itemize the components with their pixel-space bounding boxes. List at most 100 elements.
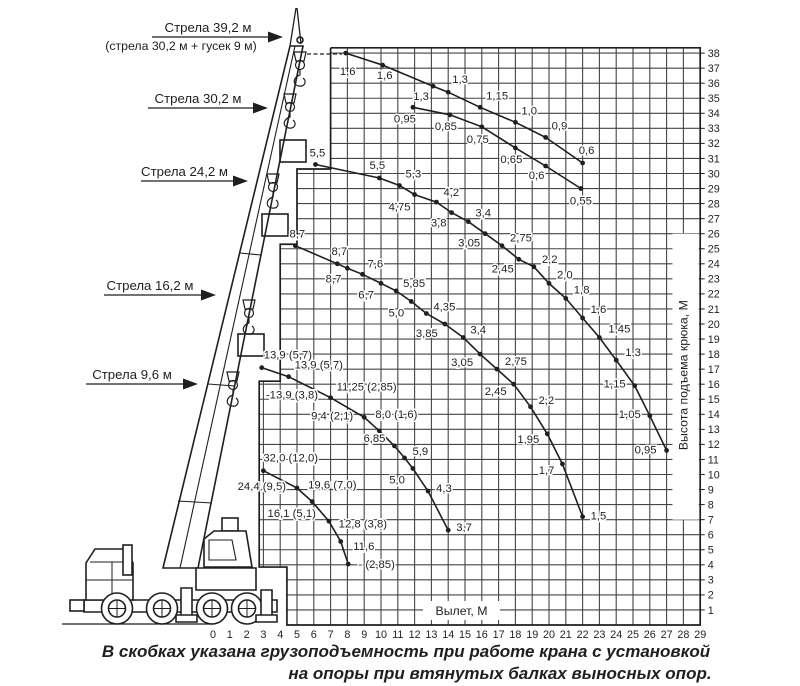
point-capacity-label: 0,6 <box>579 145 595 157</box>
data-point <box>442 321 448 327</box>
x-tick-label: 12 <box>409 629 421 641</box>
data-point <box>326 518 332 524</box>
data-point <box>412 192 417 197</box>
caption-line-1: В скобках указана грузоподъемность при р… <box>102 642 711 661</box>
y-tick-label: 30 <box>708 168 720 180</box>
data-point <box>430 83 436 89</box>
data-point <box>531 264 537 270</box>
y-tick-label: 22 <box>708 289 720 301</box>
x-tick-label: 11 <box>392 629 403 641</box>
point-capacity-label: 1,3 <box>625 347 641 359</box>
data-point <box>361 414 367 420</box>
hook-24m-icon <box>266 173 280 209</box>
data-point <box>313 162 318 167</box>
y-tick-label: 38 <box>708 48 720 60</box>
annotation-label: -13,9 (3,8) <box>266 389 318 401</box>
point-capacity-label: 8,0 (1,6) <box>375 409 417 421</box>
data-point <box>447 112 453 118</box>
data-point <box>434 199 439 205</box>
point-capacity-label: 3,4 <box>475 208 491 220</box>
data-point <box>410 104 416 110</box>
data-point <box>560 461 565 467</box>
data-point <box>397 183 402 188</box>
series-1: 0,95 0,85 0,75 0,65 0,6 0,55 <box>392 104 593 209</box>
point-capacity-label: 0,95 <box>635 444 657 456</box>
data-point <box>425 488 431 494</box>
data-point <box>345 265 350 271</box>
x-tick-label: 19 <box>526 629 538 641</box>
hook-30m-icon <box>283 93 297 129</box>
x-tick-label: 5 <box>294 629 300 641</box>
x-tick-label: 29 <box>694 629 706 641</box>
point-capacity-label: 4,3 <box>436 483 452 495</box>
curve-line <box>412 106 582 190</box>
truck-wheel <box>145 592 179 625</box>
data-point <box>578 186 584 191</box>
y-tick-label: 37 <box>708 63 720 75</box>
point-capacity-label: 8,7 <box>326 273 342 285</box>
y-tick-label: 33 <box>708 123 720 135</box>
y-tick-label: 2 <box>708 590 714 602</box>
boom-length-label: Стрела 16,2 м <box>107 278 194 293</box>
y-tick-label: 15 <box>708 394 720 406</box>
data-point <box>378 280 384 286</box>
point-capacity-label: 1,15 <box>486 90 508 102</box>
x-tick-label: 17 <box>493 629 505 641</box>
y-tick-label: 5 <box>708 545 714 557</box>
curve-line <box>263 469 349 565</box>
data-point <box>597 335 602 340</box>
point-capacity-label: 3,05 <box>451 357 473 369</box>
x-tick-label: 20 <box>543 629 555 641</box>
boom-length-sublabel: (стрела 30,2 м + гусек 9 м) <box>105 39 256 53</box>
data-point <box>393 288 399 294</box>
x-tick-label: 28 <box>677 629 689 641</box>
data-point <box>261 468 266 474</box>
x-tick-label: 2 <box>244 629 250 641</box>
point-capacity-label: 3,7 <box>456 522 472 534</box>
point-capacity-label: 8,7 <box>289 229 305 241</box>
data-point <box>376 428 382 434</box>
hook-9m-icon <box>226 371 240 407</box>
point-capacity-label: 2,45 <box>485 386 507 398</box>
x-tick-label: 14 <box>442 629 454 641</box>
data-point <box>613 357 619 363</box>
point-capacity-label: 1,5 <box>591 511 607 523</box>
y-tick-label: 13 <box>708 424 720 436</box>
point-capacity-label: 4,75 <box>389 202 411 214</box>
x-tick-label: 15 <box>459 629 471 641</box>
y-tick-label: 31 <box>708 153 720 165</box>
point-capacity-label: 1,7 <box>539 465 555 477</box>
point-capacity-label: 6,85 <box>363 433 385 445</box>
boom-label-0: Стрела 39,2 м (стрела 30,2 м + гусек 9 м) <box>105 20 283 53</box>
x-axis-title-backdrop <box>423 601 500 620</box>
point-capacity-label: 16,1 (5,1) <box>268 508 317 520</box>
boom-length-label: Стрела 30,2 м <box>155 91 242 106</box>
caption-line-2: на опоры при втянутых балках выносных оп… <box>288 664 711 683</box>
data-point <box>499 243 505 249</box>
crane-jib <box>289 7 302 47</box>
point-capacity-label: 3,05 <box>458 238 480 250</box>
point-capacity-label: 13,9 (5,7) <box>295 360 344 372</box>
point-capacity-label: 2,0 <box>557 269 573 281</box>
point-capacity-label: 9,4 (2,1) <box>311 410 353 422</box>
data-point <box>511 381 517 387</box>
data-point <box>445 527 451 533</box>
data-point <box>580 160 585 166</box>
data-point <box>460 335 466 340</box>
y-axis-title-backdrop <box>672 233 699 520</box>
point-capacity-label: 2,45 <box>492 263 514 275</box>
point-capacity-label: 2,2 <box>542 254 558 266</box>
x-tick-label: 3 <box>260 629 266 641</box>
point-capacity-label: 1,3 <box>413 91 429 103</box>
boom-label-2: Стрела 24,2 м <box>141 164 248 187</box>
data-point <box>516 256 522 262</box>
x-tick-label: 9 <box>361 629 367 641</box>
y-tick-label: 32 <box>708 138 720 150</box>
data-point <box>477 351 483 357</box>
boom-label-4: Стрела 9,6 м <box>86 367 198 390</box>
point-capacity-label: 4,2 <box>443 187 459 199</box>
crane-turret <box>195 567 257 591</box>
y-tick-label: 27 <box>708 213 720 225</box>
point-capacity-label: 12,8 (3,8) <box>339 518 388 530</box>
y-tick-label: 11 <box>708 454 719 466</box>
